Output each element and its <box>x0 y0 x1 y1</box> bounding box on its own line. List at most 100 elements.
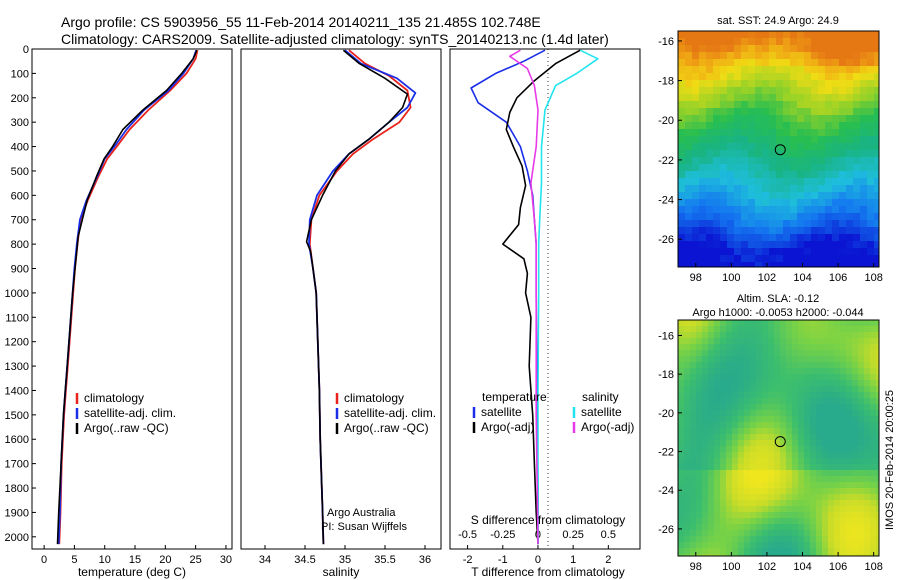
heatmap-cell <box>846 206 854 214</box>
heatmap-cell <box>685 171 693 179</box>
heatmap-cell <box>790 94 798 102</box>
heatmap-cell <box>822 368 829 375</box>
heatmap-cell <box>804 178 812 186</box>
heatmap-cell <box>738 440 745 447</box>
heatmap-cell <box>876 488 880 495</box>
heatmap-cell <box>783 150 791 158</box>
heatmap-cell <box>738 446 745 453</box>
heatmap-cell <box>756 458 763 465</box>
heatmap-cell <box>810 332 817 339</box>
heatmap-cell <box>811 227 819 235</box>
heatmap-cell <box>708 512 715 519</box>
heatmap-cell <box>783 157 791 165</box>
lon-tick-label: 108 <box>864 272 882 284</box>
heatmap-cell <box>744 374 751 381</box>
heatmap-cell <box>706 115 714 123</box>
heatmap-cell <box>692 178 700 186</box>
heatmap-cell <box>839 248 847 256</box>
heatmap-cell <box>774 446 781 453</box>
heatmap-cell <box>867 38 875 46</box>
heatmap-cell <box>852 530 859 537</box>
heatmap-cell <box>816 428 823 435</box>
heatmap-cell <box>720 422 727 429</box>
heatmap-cell <box>762 185 770 193</box>
heatmap-cell <box>876 350 880 357</box>
heatmap-cell <box>853 234 861 242</box>
heatmap-cell <box>858 410 865 417</box>
heatmap-cell <box>708 326 715 333</box>
heatmap-cell <box>744 332 751 339</box>
heatmap-cell <box>755 101 763 109</box>
heatmap-cell <box>864 362 871 369</box>
heatmap-cell <box>816 344 823 351</box>
heatmap-cell <box>867 248 875 256</box>
heatmap-cell <box>832 150 840 158</box>
heatmap-cell <box>684 452 691 459</box>
heatmap-cell <box>864 356 871 363</box>
heatmap-cell <box>846 506 853 513</box>
heatmap-cell <box>714 428 721 435</box>
heatmap-cell <box>714 452 721 459</box>
sla-map-title: Altim. SLA: -0.12 <box>737 293 820 305</box>
heatmap-cell <box>720 458 727 465</box>
heatmap-cell <box>726 530 733 537</box>
heatmap-cell <box>840 494 847 501</box>
heatmap-cell <box>804 94 812 102</box>
heatmap-cell <box>804 512 811 519</box>
heatmap-cell <box>804 422 811 429</box>
heatmap-cell <box>696 494 703 501</box>
heatmap-cell <box>846 482 853 489</box>
heatmap-cell <box>825 73 833 81</box>
heatmap-cell <box>696 440 703 447</box>
heatmap-cell <box>822 338 829 345</box>
heatmap-cell <box>708 380 715 387</box>
heatmap-cell <box>734 206 742 214</box>
heatmap-cell <box>702 530 709 537</box>
depth-tick-label: 700 <box>11 215 29 227</box>
heatmap-cell <box>756 356 763 363</box>
heatmap-cell <box>846 241 854 249</box>
heatmap-cell <box>825 38 833 46</box>
heatmap-cell <box>828 410 835 417</box>
heatmap-cell <box>702 362 709 369</box>
heatmap-cell <box>726 548 733 555</box>
heatmap-cell <box>780 344 787 351</box>
heatmap-cell <box>790 192 798 200</box>
heatmap-cell <box>692 227 700 235</box>
lon-tick-label: 102 <box>758 272 776 284</box>
heatmap-cell <box>810 434 817 441</box>
heatmap-cell <box>768 392 775 399</box>
heatmap-cell <box>756 530 763 537</box>
heatmap-cell <box>692 122 700 130</box>
heatmap-cell <box>726 554 733 557</box>
heatmap-cell <box>825 150 833 158</box>
heatmap-cell <box>741 178 749 186</box>
heatmap-cell <box>825 199 833 207</box>
heatmap-cell <box>804 392 811 399</box>
heatmap-cell <box>726 476 733 483</box>
heatmap-cell <box>870 356 877 363</box>
heatmap-cell <box>846 248 854 256</box>
heatmap-cell <box>748 206 756 214</box>
heatmap-cell <box>684 428 691 435</box>
heatmap-cell <box>720 52 728 60</box>
heatmap-cell <box>678 554 685 557</box>
heatmap-cell <box>810 548 817 555</box>
heatmap-cell <box>804 362 811 369</box>
heatmap-cell <box>790 136 798 144</box>
heatmap-cell <box>702 452 709 459</box>
heatmap-cell <box>839 52 847 60</box>
heatmap-cell <box>832 227 840 235</box>
heatmap-cell <box>769 199 777 207</box>
heatmap-cell <box>876 368 880 375</box>
heatmap-cell <box>870 488 877 495</box>
heatmap-cell <box>684 362 691 369</box>
heatmap-cell <box>762 115 770 123</box>
heatmap-cell <box>818 206 826 214</box>
heatmap-cell <box>706 255 714 263</box>
heatmap-cell <box>774 398 781 405</box>
heatmap-cell <box>692 234 700 242</box>
heatmap-cell <box>741 192 749 200</box>
heatmap-cell <box>860 101 868 109</box>
heatmap-cell <box>852 416 859 423</box>
